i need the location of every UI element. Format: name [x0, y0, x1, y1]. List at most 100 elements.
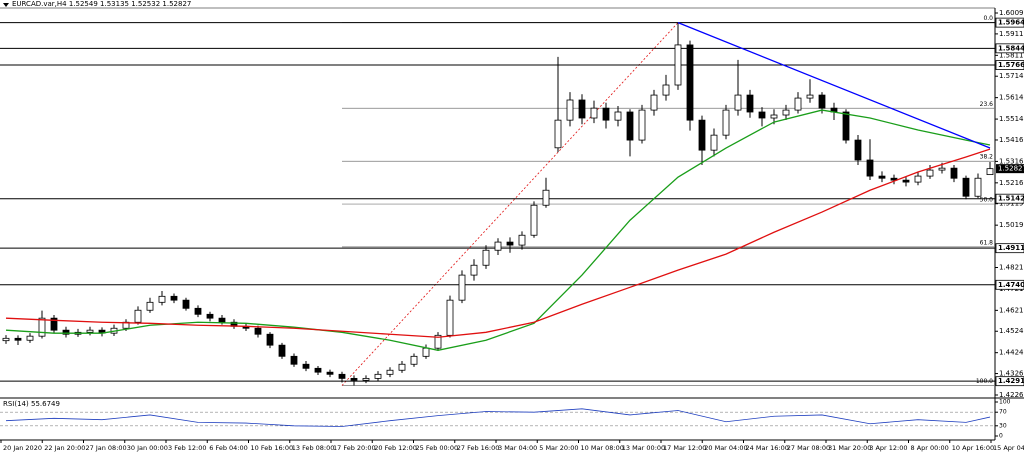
high-price: 1.53135 — [100, 0, 129, 8]
x-tick-label: 15 Apr 04:00 — [993, 444, 1024, 452]
candle-body — [866, 159, 874, 177]
candle-body — [194, 307, 202, 315]
candle-body — [38, 317, 46, 337]
candle-body — [398, 363, 406, 371]
y-tick-label: 1.5119 — [999, 200, 1024, 208]
x-tick-label: 27 Mar 08:00 — [787, 444, 830, 452]
y-tick-label: 1.52165 — [999, 179, 1024, 187]
rsi-name: RSI(14) — [3, 400, 29, 408]
candle-body — [890, 177, 898, 181]
candle-body — [914, 175, 922, 183]
x-tick-label: 31 Mar 20:00 — [828, 444, 871, 452]
level-label-box — [995, 376, 1024, 387]
candle-body — [470, 264, 478, 276]
y-tick-label: 1.4524 — [999, 327, 1024, 335]
y-tick-label: 1.6009 — [999, 9, 1024, 17]
candle-body — [578, 99, 586, 119]
candle-body — [146, 301, 154, 311]
candle-body — [26, 335, 34, 341]
candle-body — [326, 371, 334, 375]
rsi-value: 55.6749 — [31, 400, 60, 408]
fib-level-label: 50.0 — [980, 197, 994, 204]
candle-body — [506, 241, 514, 246]
x-tick-label: 3 Feb 12:00 — [168, 444, 207, 452]
candle-body — [314, 367, 322, 373]
rsi-plot — [0, 408, 995, 427]
candle-body — [938, 167, 946, 171]
fib-trend-line — [341, 22, 679, 386]
x-tick-label: 10 Feb 16:00 — [251, 444, 294, 452]
y-tick-label: 1.46215 — [999, 306, 1024, 314]
candle-body — [614, 111, 622, 121]
candle-body — [302, 363, 310, 369]
x-tick-label: 13 Mar 00:00 — [622, 444, 665, 452]
fib-level-label: 0.0 — [983, 15, 993, 22]
x-tick-label: 10 Apr 16:00 — [952, 444, 994, 452]
level-label-box — [995, 60, 1024, 70]
candle-body — [482, 249, 490, 266]
candle-body — [758, 111, 766, 119]
price-plot — [0, 22, 995, 386]
candle-body — [794, 97, 802, 111]
fib-level-label: 100.0 — [976, 378, 993, 385]
level-label: 1.47407 — [998, 281, 1024, 289]
candle-body — [878, 175, 886, 179]
level-label-box — [995, 17, 1024, 28]
candle-body — [446, 299, 454, 336]
moving-average — [5, 148, 991, 338]
open-price: 1.52549 — [69, 0, 98, 8]
x-tick-label: 24 Mar 16:00 — [746, 444, 789, 452]
y-tick-label: 1.5714 — [999, 72, 1024, 80]
level-label: 1.49116 — [998, 244, 1024, 252]
rsi-y-tick-label: 30 — [999, 422, 1007, 429]
y-tick-label: 1.53165 — [999, 157, 1024, 165]
x-tick-label: 22 Jan 20:00 — [44, 444, 85, 452]
candle-body — [350, 377, 358, 381]
candle-body — [86, 329, 94, 333]
axes: 1.6009 1.59115 1.58115 1.5714 1.5614 1.5514 1.… — [0, 9, 1024, 452]
x-tick-label: 20 Jan 2020 — [3, 444, 42, 452]
candle-body — [974, 177, 982, 197]
candle-body — [554, 119, 562, 149]
candle-body — [722, 109, 730, 136]
candle-body — [182, 299, 190, 309]
candle-body — [2, 337, 10, 342]
current-price-box — [996, 164, 1024, 174]
x-tick-label: 27 Jan 08:00 — [86, 444, 127, 452]
low-price: 1.52532 — [131, 0, 160, 8]
y-tick-label: 1.58115 — [999, 51, 1024, 59]
rsi-y-tick-label: 70 — [999, 409, 1007, 416]
x-tick-label: 3 Mar 04:00 — [498, 444, 537, 452]
level-label-box — [995, 43, 1024, 54]
candle-body — [950, 167, 958, 179]
y-tick-label: 1.48215 — [999, 263, 1024, 271]
candle-body — [926, 169, 934, 177]
candle-body — [770, 114, 778, 119]
candle-body — [254, 327, 262, 335]
candle-body — [806, 94, 814, 99]
menu-arrow[interactable] — [3, 3, 9, 7]
level-label-box — [995, 193, 1024, 204]
x-tick-label: 17 Mar 12:00 — [663, 444, 706, 452]
candle-body — [434, 334, 442, 349]
candle-body — [602, 107, 610, 121]
y-tick-label: 1.42265 — [999, 391, 1024, 399]
candle-body — [662, 84, 670, 96]
candle-body — [818, 94, 826, 109]
level-label: 1.57662 — [998, 61, 1024, 69]
candle-body — [710, 134, 718, 151]
y-tick-label: 1.54165 — [999, 136, 1024, 144]
candle-body — [170, 295, 178, 301]
candle-body — [854, 139, 862, 161]
symbol: EURCAD.var,H4 — [12, 0, 67, 8]
candle-body — [842, 111, 850, 141]
current-price-label: 1.52827 — [998, 165, 1024, 173]
candle-body — [698, 119, 706, 151]
candle-body — [374, 373, 382, 379]
candle-body — [734, 94, 742, 111]
candle-body — [986, 168, 994, 176]
candle-body — [902, 179, 910, 183]
